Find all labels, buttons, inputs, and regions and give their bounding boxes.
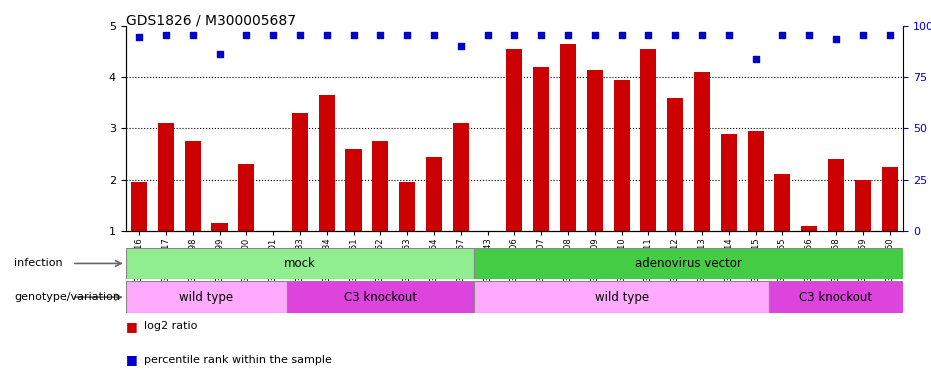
- Bar: [855, 180, 870, 231]
- Point: [614, 33, 629, 39]
- Bar: [131, 182, 147, 231]
- Point: [319, 33, 334, 39]
- Point: [802, 33, 816, 39]
- Bar: [828, 159, 844, 231]
- Bar: [748, 131, 763, 231]
- Point: [399, 33, 414, 39]
- Point: [185, 33, 200, 39]
- Text: mock: mock: [284, 257, 316, 270]
- Bar: [533, 67, 549, 231]
- Point: [587, 33, 602, 39]
- Bar: [425, 156, 442, 231]
- Point: [695, 33, 709, 39]
- Point: [668, 33, 682, 39]
- Bar: [802, 225, 817, 231]
- Point: [560, 33, 575, 39]
- Text: wild type: wild type: [179, 291, 233, 304]
- Bar: [668, 98, 683, 231]
- Bar: [587, 70, 603, 231]
- Bar: [775, 174, 790, 231]
- Point: [749, 57, 763, 63]
- Bar: [721, 134, 736, 231]
- Bar: [560, 44, 576, 231]
- Point: [775, 33, 789, 39]
- Bar: [506, 49, 522, 231]
- Text: GDS1826 / M300005687: GDS1826 / M300005687: [126, 13, 296, 27]
- Bar: [769, 281, 903, 313]
- Bar: [614, 80, 629, 231]
- Point: [239, 33, 254, 39]
- Point: [829, 36, 843, 42]
- Bar: [287, 281, 474, 313]
- Bar: [641, 49, 656, 231]
- Bar: [474, 248, 903, 279]
- Bar: [211, 223, 227, 231]
- Bar: [399, 182, 415, 231]
- Bar: [238, 164, 254, 231]
- Point: [265, 33, 280, 39]
- Bar: [184, 141, 201, 231]
- Point: [533, 33, 548, 39]
- Point: [346, 33, 361, 39]
- Bar: [345, 149, 361, 231]
- Text: log2 ratio: log2 ratio: [144, 321, 197, 331]
- Text: percentile rank within the sample: percentile rank within the sample: [144, 355, 332, 365]
- Text: wild type: wild type: [595, 291, 649, 304]
- Point: [426, 33, 441, 39]
- Text: C3 knockout: C3 knockout: [800, 291, 872, 304]
- Text: genotype/variation: genotype/variation: [14, 292, 120, 302]
- Text: adenovirus vector: adenovirus vector: [635, 257, 742, 270]
- Bar: [474, 281, 769, 313]
- Point: [641, 33, 655, 39]
- Point: [480, 33, 495, 39]
- Point: [131, 34, 146, 40]
- Bar: [126, 248, 474, 279]
- Bar: [694, 72, 710, 231]
- Text: C3 knockout: C3 knockout: [344, 291, 417, 304]
- Bar: [158, 123, 174, 231]
- Point: [373, 33, 388, 39]
- Bar: [452, 123, 469, 231]
- Point: [453, 43, 468, 49]
- Point: [158, 33, 173, 39]
- Text: ■: ■: [126, 320, 138, 333]
- Bar: [318, 95, 335, 231]
- Point: [856, 33, 870, 39]
- Bar: [372, 141, 388, 231]
- Bar: [292, 113, 308, 231]
- Bar: [126, 281, 287, 313]
- Bar: [882, 167, 897, 231]
- Point: [292, 33, 307, 39]
- Point: [506, 33, 521, 39]
- Text: ■: ■: [126, 354, 138, 366]
- Point: [883, 33, 897, 39]
- Point: [212, 51, 227, 57]
- Point: [722, 33, 736, 39]
- Text: infection: infection: [14, 258, 62, 268]
